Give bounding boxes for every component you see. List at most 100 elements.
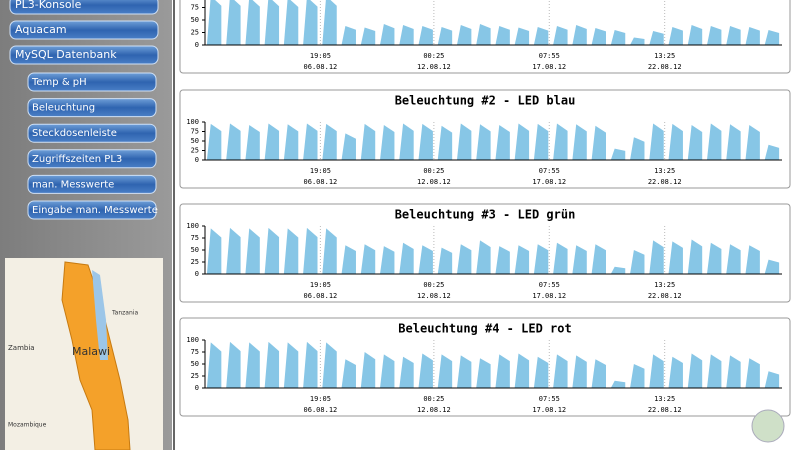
submenu-button[interactable] [27, 174, 157, 194]
submenu-button[interactable] [27, 98, 157, 118]
x-tick-label: 07:55 [539, 167, 560, 175]
area-spike [572, 355, 587, 388]
y-tick-label: 75 [191, 234, 199, 242]
area-spike [360, 27, 376, 45]
menu-label: MySQL Datenbank [15, 48, 117, 61]
area-spike [649, 240, 664, 274]
area-spike [476, 24, 491, 45]
area-spike [572, 245, 587, 274]
area-spike [745, 245, 760, 274]
y-tick-label: 0 [195, 384, 199, 392]
y-tick-label: 50 [191, 16, 199, 24]
menu-button[interactable] [9, 45, 159, 65]
area-spike [303, 123, 318, 160]
area-spike [283, 0, 299, 45]
area-spike [399, 356, 414, 388]
area-spike [322, 228, 337, 274]
x-tick-date: 06.08.12 [304, 406, 338, 414]
x-tick-date: 17.08.12 [532, 292, 566, 300]
menu-label: PL3-Konsole [15, 0, 82, 11]
logo [751, 409, 785, 443]
x-tick-label: 19:05 [310, 167, 331, 175]
area-spike [630, 250, 645, 274]
area-spike [514, 245, 530, 274]
chart-title: Beleuchtung #4 - LED rot [398, 322, 571, 336]
chart-title: Beleuchtung #2 - LED blau [395, 94, 576, 108]
area-spike [245, 0, 260, 45]
area-spike [495, 246, 510, 274]
area-spike [533, 123, 549, 160]
x-tick-label: 00:25 [423, 395, 444, 403]
submenu-button[interactable] [27, 200, 157, 220]
menu-button[interactable] [9, 20, 159, 40]
map-lake [92, 270, 108, 360]
area-spike [206, 342, 222, 388]
area-spike [380, 354, 395, 388]
area-spike [745, 358, 760, 388]
area-spike [726, 26, 741, 45]
area-spike [283, 228, 299, 274]
y-tick-label: 100 [186, 222, 199, 230]
area-spike [399, 123, 414, 160]
area-spike [514, 123, 530, 160]
area-spike [418, 245, 433, 274]
submenu-label: Eingabe man. Messwerte [32, 205, 158, 216]
area-spike [476, 124, 491, 160]
submenu-label: man. Messwerte [32, 179, 114, 190]
area-spike [226, 341, 241, 388]
x-tick-label: 07:55 [539, 52, 560, 60]
x-tick-date: 06.08.12 [304, 292, 338, 300]
area-spike [245, 228, 260, 274]
area-spike [687, 239, 703, 274]
area-spike [553, 242, 568, 274]
y-tick-label: 0 [195, 41, 199, 49]
area-spike [495, 125, 510, 160]
x-tick-date: 22.08.12 [648, 178, 682, 186]
x-tick-date: 17.08.12 [532, 406, 566, 414]
x-tick-date: 17.08.12 [532, 63, 566, 71]
map-label: Malawi [72, 345, 110, 358]
area-spike [437, 125, 453, 160]
area-spike [380, 246, 395, 274]
area-spike [630, 364, 645, 388]
area-spike [630, 37, 645, 45]
y-tick-label: 25 [191, 147, 199, 155]
area-spike [418, 26, 433, 45]
submenu-button[interactable] [27, 149, 157, 169]
area-spike [745, 27, 760, 45]
submenu-button[interactable] [27, 123, 157, 143]
x-tick-label: 19:05 [310, 281, 331, 289]
chart: 19:05 06.08.12 00:25 12.08.12 07:55 17.08.12 1… [179, 0, 791, 74]
area-spike [322, 342, 337, 388]
submenu-label: Zugriffszeiten PL3 [32, 154, 122, 165]
submenu-button[interactable] [27, 72, 157, 92]
area-spike [610, 30, 626, 45]
x-tick-date: 22.08.12 [648, 292, 682, 300]
area-spike [226, 227, 241, 274]
area-spike [649, 123, 664, 160]
area-spike [706, 123, 722, 160]
y-tick-label: 0 [195, 270, 199, 278]
area-spike [264, 227, 280, 274]
menu-label: Aquacam [15, 23, 67, 36]
x-tick-label: 00:25 [423, 281, 444, 289]
menu-button[interactable] [9, 0, 159, 15]
x-tick-label: 00:25 [423, 52, 444, 60]
area-spike [399, 242, 414, 274]
submenu-label: Steckdosenleiste [32, 128, 117, 139]
area-spike [341, 133, 356, 160]
area-spike [764, 30, 780, 45]
area-spike [610, 266, 626, 274]
area-spike [514, 27, 530, 45]
area-spike [533, 27, 549, 45]
x-tick-label: 13:25 [654, 167, 675, 175]
area-spike [649, 354, 664, 388]
area-spike [591, 125, 607, 160]
area-spike [706, 26, 722, 45]
x-tick-date: 06.08.12 [304, 63, 338, 71]
area-spike [437, 354, 453, 388]
y-tick-label: 100 [186, 118, 199, 126]
submenu-label: Beleuchtung [32, 103, 95, 114]
area-spike [630, 137, 645, 160]
